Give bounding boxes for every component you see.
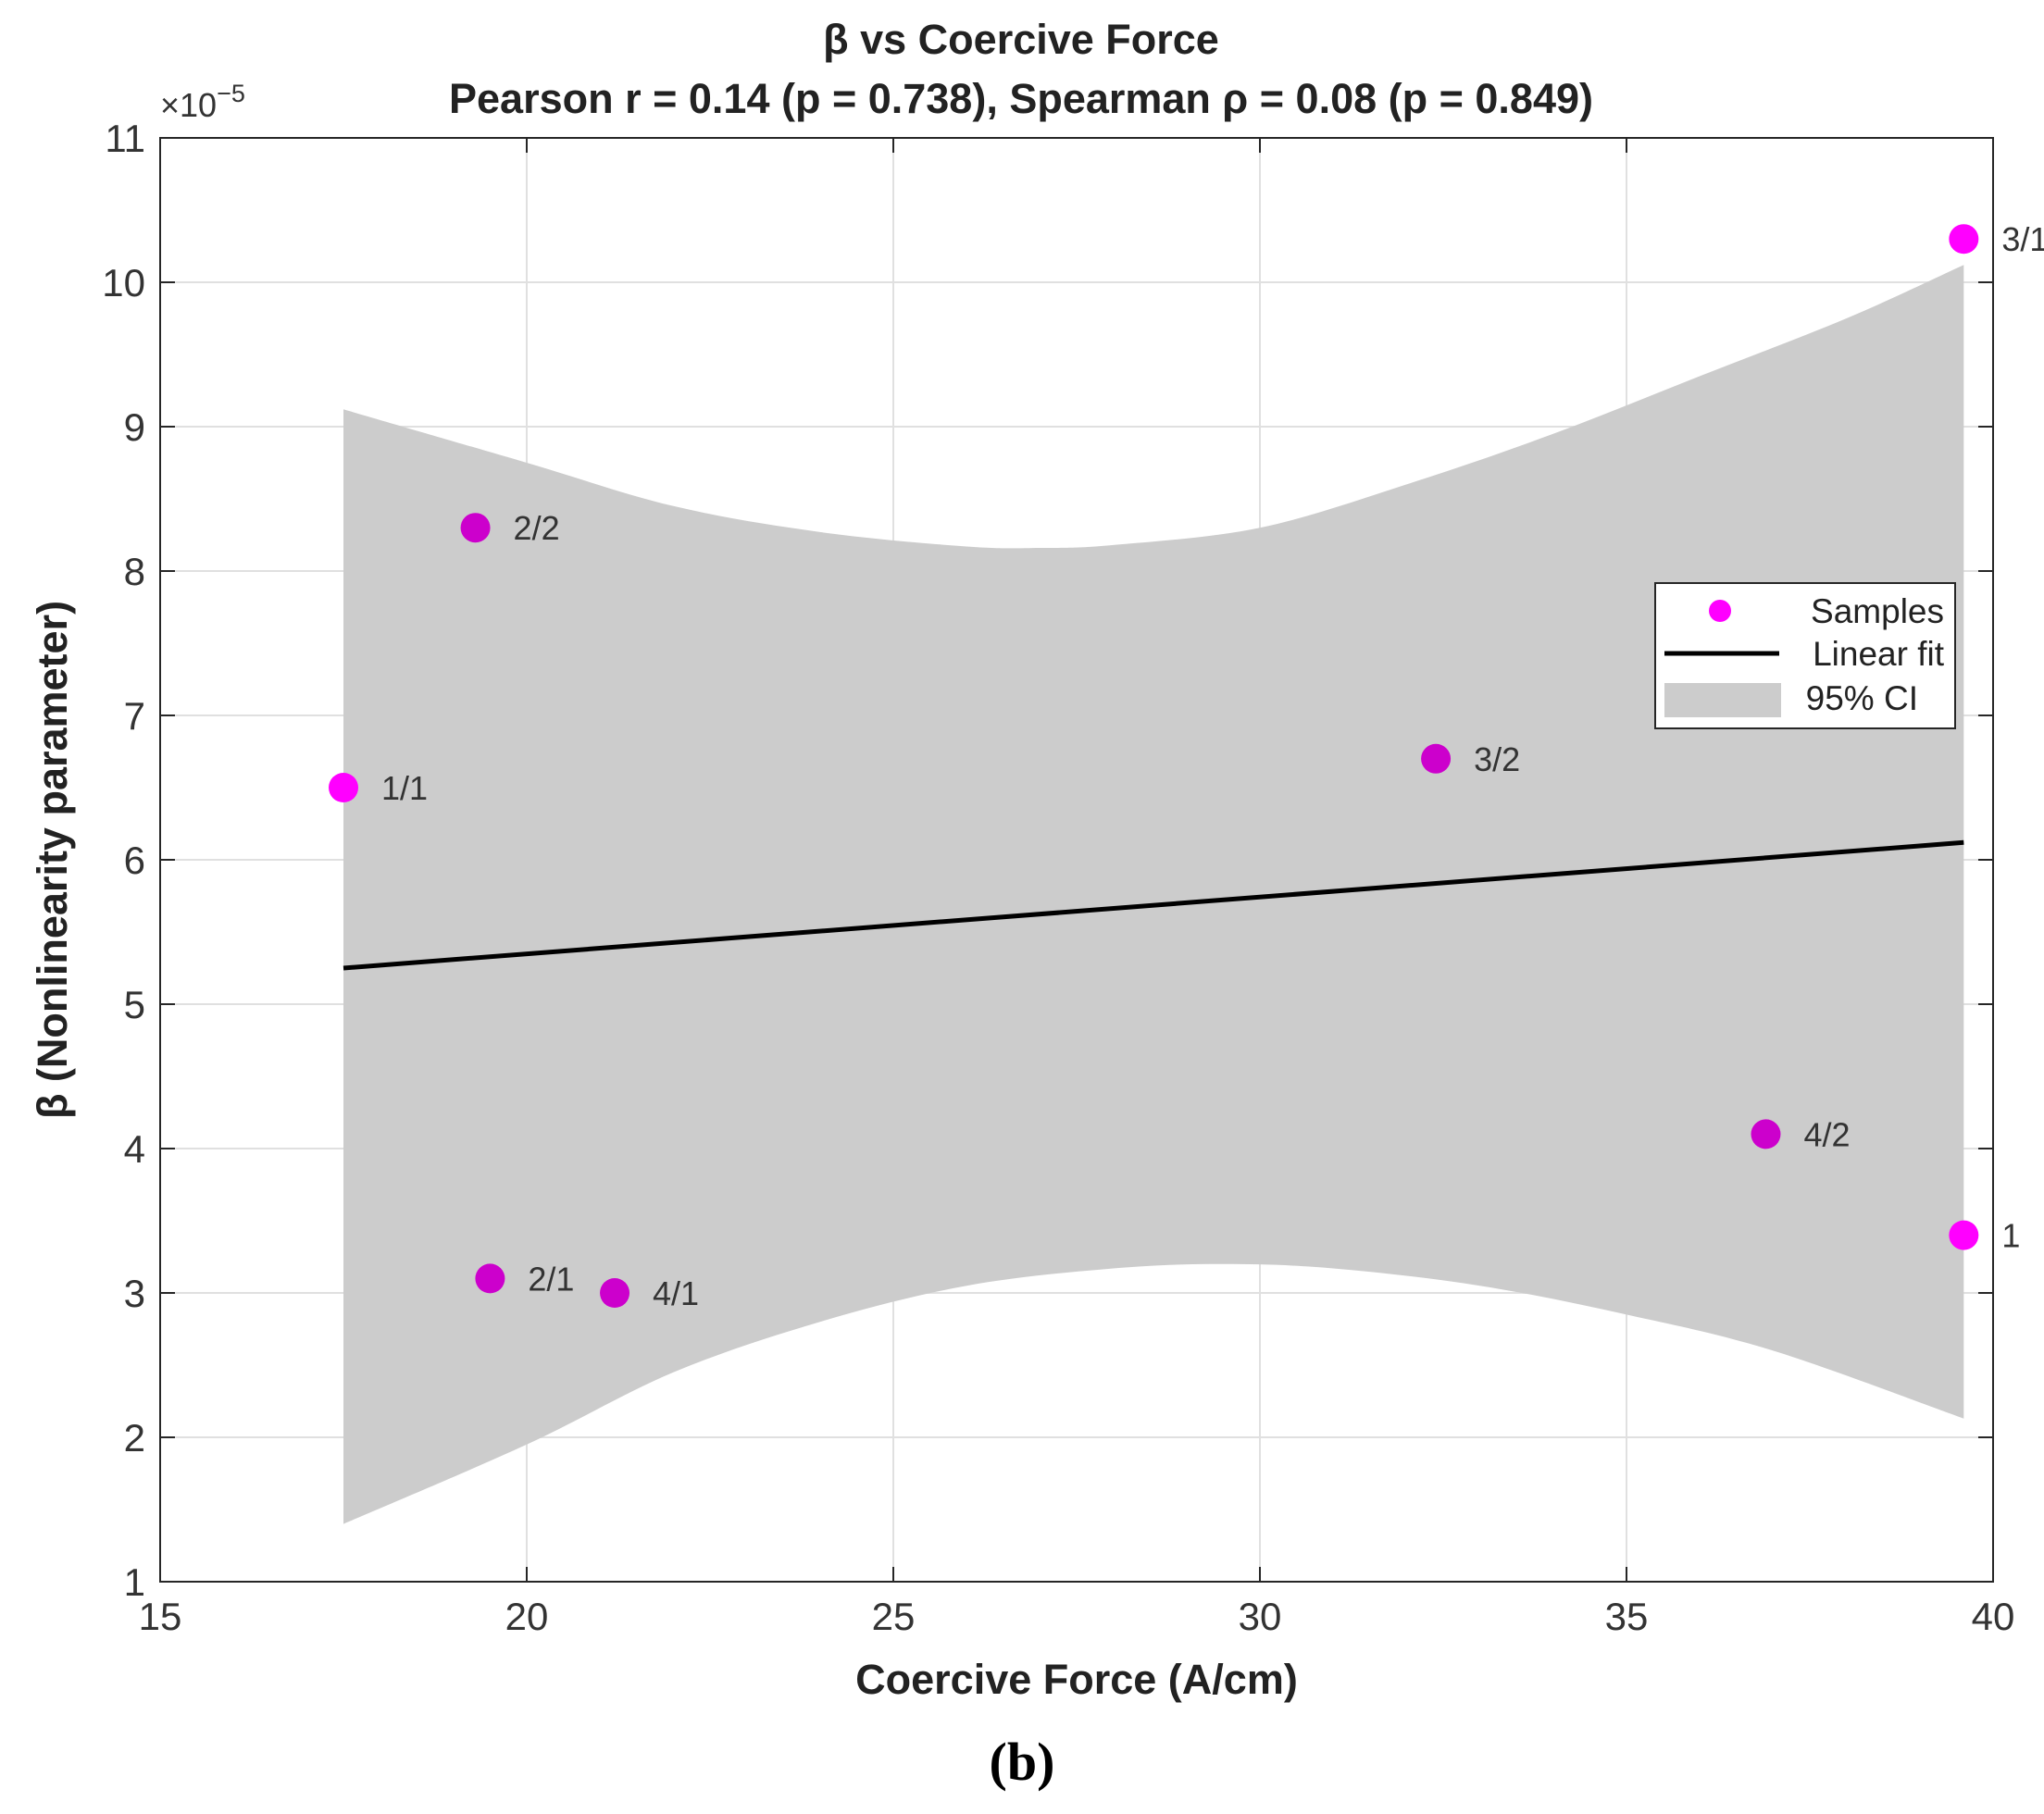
- legend-patch-icon: [1664, 683, 1781, 717]
- y-tick-label: 11: [105, 117, 145, 160]
- legend-label-samples: Samples: [1811, 592, 1944, 630]
- point-label: 2/2: [514, 509, 560, 547]
- legend-label-fit: Linear fit: [1813, 635, 1945, 673]
- data-points: 1/1 2/2 2/1 4/1 3/2 4/2 1 3/1: [329, 220, 2044, 1312]
- axis-ticks: 15 20 25 30 35 40 1 2 3 4 5 6 7 8 9 10 11: [102, 117, 2014, 1638]
- chart-subtitle: Pearson r = 0.14 (p = 0.738), Spearman ρ…: [449, 75, 1593, 122]
- y-tick-label: 10: [102, 261, 145, 304]
- y-tick-label: 7: [124, 694, 145, 738]
- data-point: [475, 1263, 505, 1294]
- x-tick-label: 35: [1605, 1595, 1649, 1638]
- fit-line: [343, 839, 1964, 971]
- point-label: 4/1: [653, 1274, 699, 1312]
- x-tick-label: 25: [872, 1595, 916, 1638]
- data-point: [460, 513, 491, 543]
- ci-band: [343, 265, 1964, 1524]
- y-multiplier: ×10−5: [160, 80, 245, 124]
- y-tick-label: 5: [124, 983, 145, 1026]
- y-tick-label: 8: [124, 550, 145, 593]
- y-tick-label: 1: [124, 1560, 145, 1604]
- y-tick-label: 9: [124, 405, 145, 449]
- chart-title: β vs Coercive Force: [823, 16, 1219, 63]
- y-multiplier-base: ×10: [160, 86, 217, 124]
- data-point: [1949, 1220, 1979, 1250]
- y-axis-label: β (Nonlinearity parameter): [29, 601, 76, 1119]
- data-point: [1421, 743, 1452, 774]
- point-label: 3/1: [2001, 220, 2044, 258]
- x-axis-label: Coercive Force (A/cm): [855, 1656, 1298, 1703]
- point-label: 4/2: [1803, 1115, 1850, 1153]
- legend: Samples Linear fit 95% CI: [1654, 582, 1956, 729]
- y-tick-label: 4: [124, 1127, 145, 1171]
- y-multiplier-exponent: −5: [217, 80, 245, 107]
- point-label: 3/2: [1474, 740, 1520, 778]
- ci-band-layer: [343, 265, 1964, 1524]
- fit-line-layer: [343, 839, 1964, 971]
- x-tick-label: 20: [505, 1595, 549, 1638]
- legend-label-ci: 95% CI: [1806, 679, 1918, 717]
- y-tick-label: 6: [124, 839, 145, 882]
- x-tick-label: 30: [1239, 1595, 1282, 1638]
- data-point: [1751, 1119, 1781, 1149]
- data-point: [1949, 224, 1979, 255]
- point-label: 1/1: [381, 769, 428, 807]
- x-tick-label: 15: [139, 1595, 182, 1638]
- point-label: 1: [2001, 1217, 2020, 1255]
- x-tick-label: 40: [1972, 1595, 2015, 1638]
- y-tick-label: 3: [124, 1272, 145, 1315]
- data-point: [600, 1278, 630, 1308]
- y-tick-label: 2: [124, 1416, 145, 1460]
- panel-label: (b): [989, 1732, 1055, 1792]
- point-label: 2/1: [528, 1260, 574, 1298]
- legend-marker-icon: [1709, 600, 1731, 622]
- data-point: [329, 773, 358, 802]
